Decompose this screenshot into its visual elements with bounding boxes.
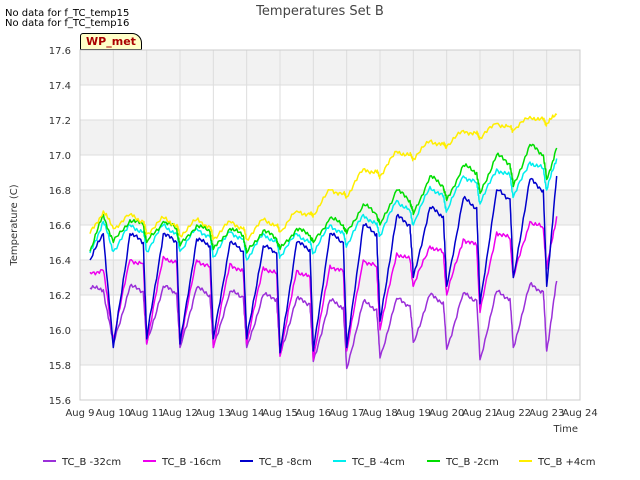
no-data-note-2: No data for f_TC_temp16	[5, 18, 130, 29]
legend-label-1: TC_B -32cm	[61, 457, 121, 468]
x-tick-label: Aug 14	[229, 408, 264, 419]
plot-band	[80, 330, 580, 365]
y-tick-label: 17.6	[49, 46, 71, 57]
y-tick-label: 16.0	[49, 326, 71, 337]
x-tick-label: Aug 15	[262, 408, 297, 419]
series-line-5	[89, 143, 558, 254]
plot-band	[80, 120, 580, 155]
plot-band	[80, 50, 580, 85]
x-tick-label: Aug 10	[96, 408, 131, 419]
x-tick-label: Aug 11	[129, 408, 164, 419]
x-tick-label: Aug 19	[396, 408, 431, 419]
plot-frame	[79, 49, 581, 401]
legend-label-5: TC_B -2cm	[445, 457, 499, 468]
y-tick-label: 17.0	[49, 151, 71, 162]
x-tick-label: Aug 13	[196, 408, 231, 419]
y-tick-label: 17.2	[49, 116, 71, 127]
x-axis-label: Time	[553, 424, 578, 435]
y-tick-label: 16.8	[49, 186, 71, 197]
x-tick-label: Aug 24	[562, 408, 597, 419]
x-tick-label: Aug 20	[429, 408, 464, 419]
series-line-1	[89, 280, 558, 370]
y-tick-label: 16.4	[49, 256, 71, 267]
chart-title: Temperatures Set B	[255, 4, 384, 19]
x-tick-label: Aug 23	[529, 408, 564, 419]
x-tick-label: Aug 18	[362, 408, 397, 419]
x-tick-label: Aug 16	[296, 408, 331, 419]
no-data-note-1: No data for f_TC_temp15	[5, 8, 130, 19]
y-tick-label: 15.8	[49, 361, 71, 372]
legend-label-2: TC_B -16cm	[161, 457, 221, 468]
legend-label-3: TC_B -8cm	[258, 457, 312, 468]
y-tick-label: 17.4	[49, 81, 71, 92]
y-tick-label: 16.2	[49, 291, 71, 302]
x-tick-label: Aug 9	[65, 408, 94, 419]
series-line-6	[89, 113, 558, 241]
x-tick-label: Aug 17	[329, 408, 364, 419]
series-line-3	[89, 175, 558, 354]
legend-label-4: TC_B -4cm	[351, 457, 405, 468]
x-tick-label: Aug 22	[496, 408, 531, 419]
y-tick-label: 15.6	[49, 396, 71, 407]
y-tick-label: 16.6	[49, 221, 71, 232]
legend-label-6: TC_B +4cm	[537, 457, 596, 468]
x-tick-label: Aug 21	[462, 408, 497, 419]
y-axis-label: Temperature (C)	[9, 184, 20, 266]
x-tick-label: Aug 12	[162, 408, 197, 419]
